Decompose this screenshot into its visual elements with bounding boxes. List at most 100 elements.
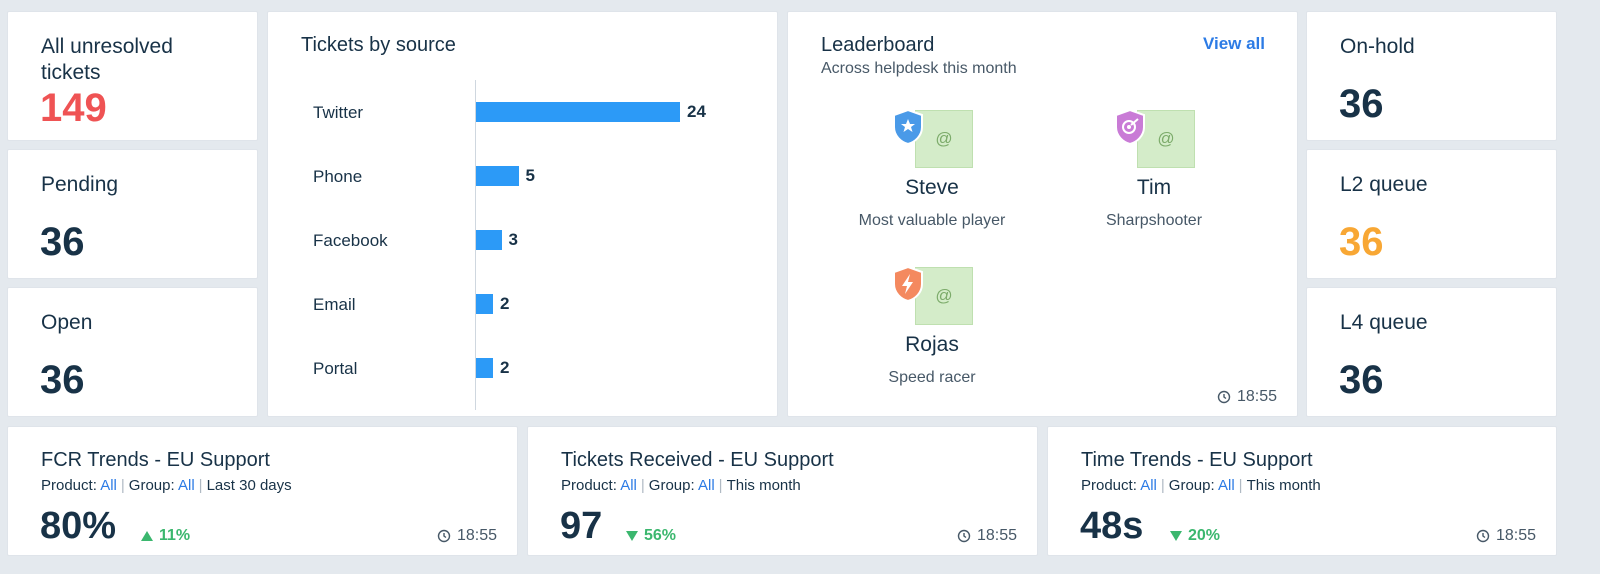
trend-card-tickets-received[interactable]: Tickets Received - EU Support Product: A… [527, 426, 1038, 556]
target-icon [1115, 108, 1145, 146]
bar[interactable] [476, 230, 502, 250]
leaderboard-person-tim[interactable]: @ Tim Sharpshooter [1044, 108, 1264, 230]
leaderboard-subtitle: Across helpdesk this month [821, 60, 1017, 77]
bar-row-email[interactable]: Email 2 [268, 293, 777, 315]
trend-filters: Product: All | Group: All | This month [561, 477, 801, 494]
bar-label: Email [313, 295, 356, 314]
person-name: Tim [1136, 176, 1172, 199]
bar[interactable] [476, 358, 493, 378]
stat-card-pending[interactable]: Pending 36 [7, 149, 258, 279]
leaderboard-timestamp: 18:55 [1217, 388, 1277, 406]
delta-text: 56% [644, 527, 677, 544]
group-label: Group: [648, 477, 695, 494]
product-label: Product: [561, 477, 617, 494]
avatar: @ [887, 265, 977, 327]
trend-delta: 20% [1170, 527, 1220, 545]
stat-card-l4-queue[interactable]: L4 queue 36 [1306, 287, 1557, 417]
clock-icon [437, 529, 451, 543]
stat-value: 36 [40, 220, 85, 264]
trend-filters: Product: All | Group: All | Last 30 days [41, 477, 292, 494]
chart-axis [475, 80, 476, 410]
stat-label: L2 queue [1340, 173, 1428, 196]
period-label: This month [1246, 477, 1321, 494]
arrow-up-icon [141, 531, 153, 541]
bar-value: 2 [500, 294, 510, 313]
trend-delta: 56% [626, 527, 676, 545]
bar-row-phone[interactable]: Phone 5 [268, 165, 777, 187]
delta-text: 20% [1188, 527, 1221, 544]
person-role: Most valuable player [858, 212, 1006, 229]
trend-timestamp: 18:55 [957, 527, 1017, 545]
bar-value: 24 [687, 102, 706, 121]
timestamp-text: 18:55 [456, 527, 497, 544]
bar-row-portal[interactable]: Portal 2 [268, 357, 777, 379]
product-label: Product: [1081, 477, 1137, 494]
leaderboard-title: Leaderboard [821, 34, 935, 56]
stat-value: 149 [40, 86, 107, 130]
clock-icon [1476, 529, 1490, 543]
timestamp-text: 18:55 [976, 527, 1017, 544]
trend-card-fcr[interactable]: FCR Trends - EU Support Product: All | Gro… [7, 426, 518, 556]
star-icon [893, 108, 923, 146]
timestamp-text: 18:55 [1236, 388, 1277, 405]
separator: | [718, 477, 723, 494]
bar-label: Facebook [313, 231, 388, 250]
bar-value: 2 [500, 358, 510, 377]
group-filter-link[interactable]: All [178, 477, 195, 494]
clock-icon [957, 529, 971, 543]
leaderboard-person-steve[interactable]: @ Steve Most valuable player [822, 108, 1042, 230]
bar-value: 5 [525, 166, 535, 185]
stat-card-on-hold[interactable]: On-hold 36 [1306, 11, 1557, 141]
arrow-down-icon [626, 531, 638, 541]
bar[interactable] [476, 166, 519, 186]
product-filter-link[interactable]: All [620, 477, 637, 494]
period-label: This month [726, 477, 801, 494]
avatar-placeholder: @ [915, 267, 973, 325]
trend-title: Tickets Received - EU Support [561, 449, 834, 471]
person-role: Sharpshooter [1105, 212, 1203, 229]
trend-timestamp: 18:55 [437, 527, 497, 545]
view-all-link[interactable]: View all [1202, 34, 1265, 53]
bar-value: 3 [508, 230, 518, 249]
bar[interactable] [476, 294, 493, 314]
separator: | [198, 477, 203, 494]
stat-label: All unresolved tickets [41, 35, 173, 84]
trend-timestamp: 18:55 [1476, 527, 1536, 545]
stat-card-all-unresolved[interactable]: All unresolved tickets 149 [7, 11, 258, 141]
separator: | [640, 477, 645, 494]
trend-value: 48s [1080, 505, 1144, 547]
arrow-down-icon [1170, 531, 1182, 541]
chart-title: Tickets by source [301, 34, 456, 56]
stat-label: Pending [41, 173, 119, 196]
delta-text: 11% [159, 527, 191, 544]
trend-card-time[interactable]: Time Trends - EU Support Product: All | Gr… [1047, 426, 1557, 556]
stat-card-open[interactable]: Open 36 [7, 287, 258, 417]
stat-value: 36 [1339, 220, 1384, 264]
separator: | [1238, 477, 1243, 494]
bar[interactable] [476, 102, 680, 122]
trend-title: FCR Trends - EU Support [41, 449, 270, 471]
stat-label: L4 queue [1340, 311, 1428, 334]
trend-value: 97 [560, 505, 603, 547]
person-role: Speed racer [888, 369, 976, 386]
leaderboard-card: Leaderboard View all Across helpdesk thi… [787, 11, 1298, 417]
group-filter-link[interactable]: All [698, 477, 715, 494]
trend-filters: Product: All | Group: All | This month [1081, 477, 1321, 494]
product-filter-link[interactable]: All [1140, 477, 1157, 494]
stat-label: Open [41, 311, 93, 334]
stat-label: On-hold [1340, 35, 1415, 58]
bar-row-twitter[interactable]: Twitter 24 [268, 101, 777, 123]
person-name: Rojas [905, 333, 959, 356]
avatar-placeholder: @ [915, 110, 973, 168]
avatar: @ [887, 108, 977, 170]
stat-card-l2-queue[interactable]: L2 queue 36 [1306, 149, 1557, 279]
stat-value: 36 [1339, 82, 1384, 126]
trend-title: Time Trends - EU Support [1081, 449, 1313, 471]
bar-label: Twitter [313, 103, 364, 122]
bar-row-facebook[interactable]: Facebook 3 [268, 229, 777, 251]
product-filter-link[interactable]: All [100, 477, 117, 494]
product-label: Product: [41, 477, 97, 494]
group-filter-link[interactable]: All [1218, 477, 1235, 494]
leaderboard-person-rojas[interactable]: @ Rojas Speed racer [822, 265, 1042, 387]
lightning-icon [893, 265, 923, 303]
